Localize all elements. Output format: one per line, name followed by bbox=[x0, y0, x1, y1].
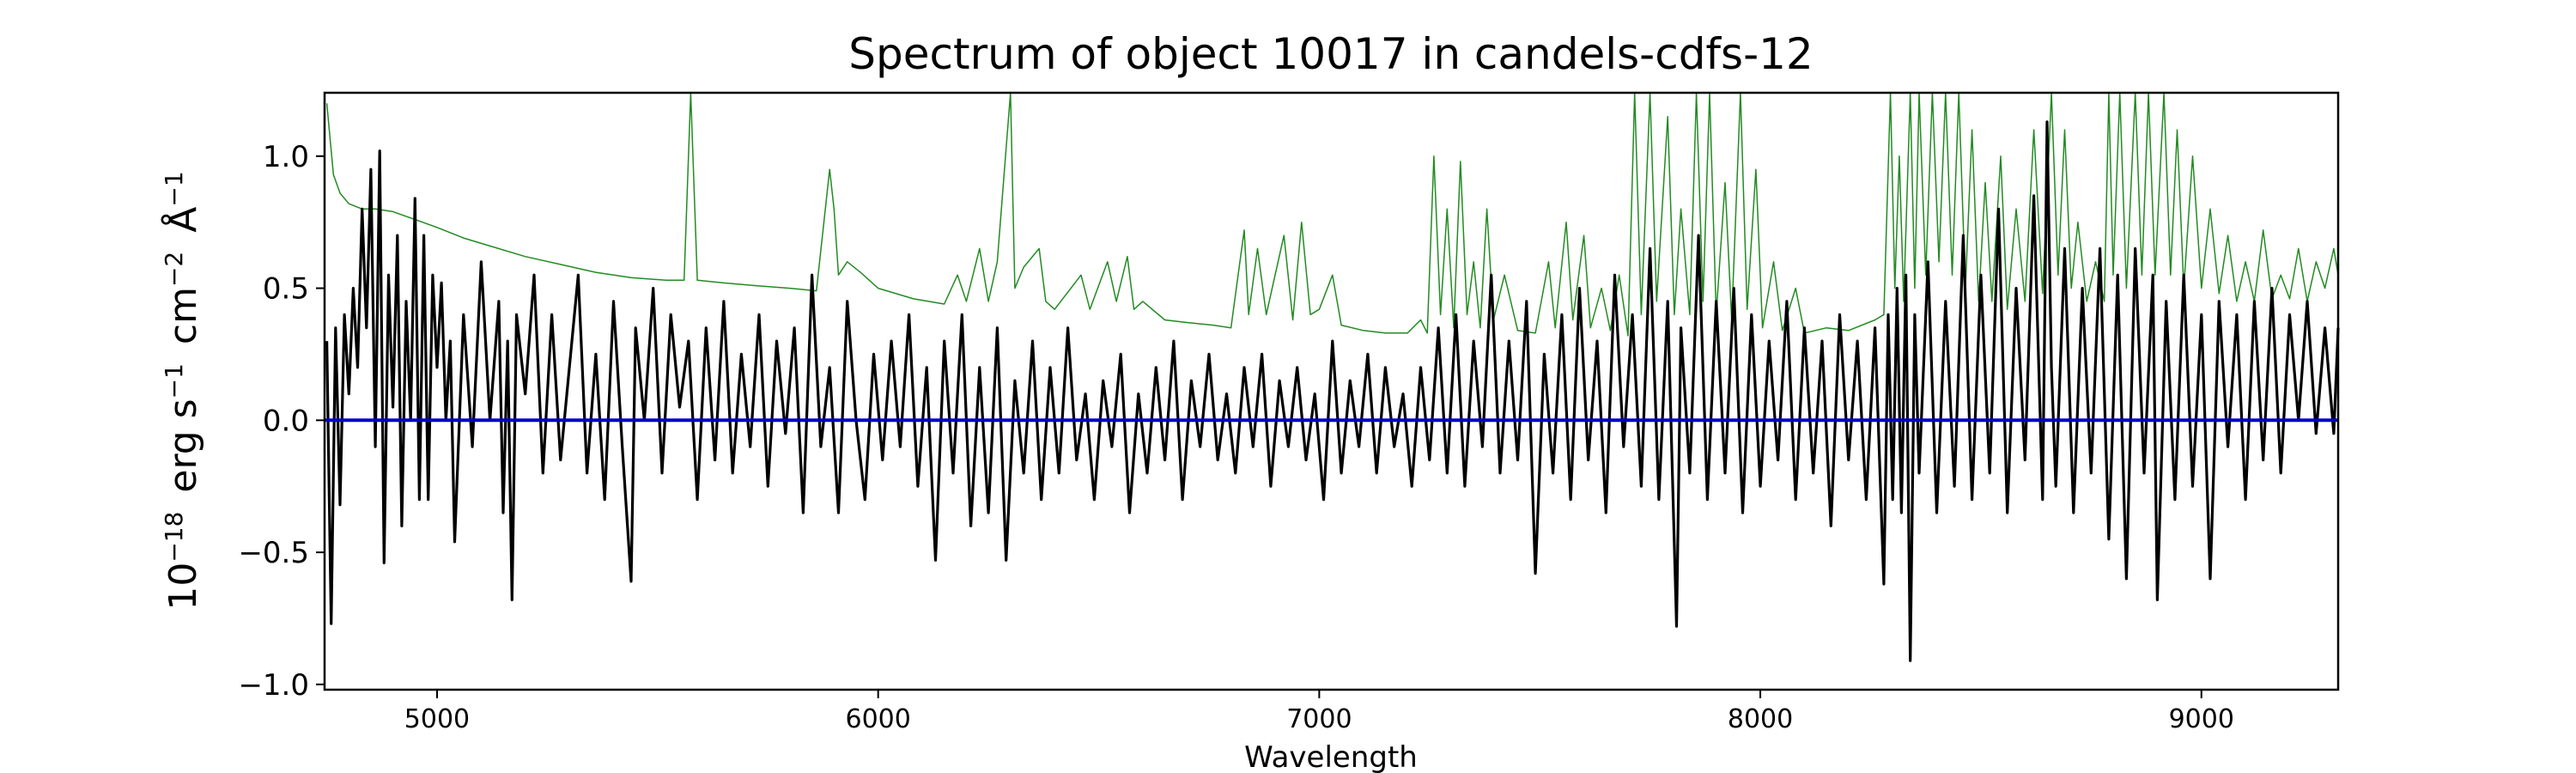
y-axis: −1.0 −0.5 0.0 0.5 1.0 bbox=[238, 140, 325, 703]
x-tick-label: 6000 bbox=[846, 704, 911, 734]
chart-title: Spectrum of object 10017 in candels-cdfs… bbox=[848, 29, 1814, 79]
y-tick-label: −0.5 bbox=[238, 536, 309, 570]
series-layer bbox=[325, 92, 2340, 662]
x-tick-label: 7000 bbox=[1286, 704, 1352, 734]
y-tick-label: 1.0 bbox=[263, 140, 309, 174]
x-tick-label: 9000 bbox=[2169, 704, 2234, 734]
y-axis-label: 10−18 erg s−1 cm−2 Å−1 bbox=[160, 171, 206, 610]
y-tick-label: 0.5 bbox=[263, 272, 309, 307]
series-line-flux bbox=[325, 120, 2340, 662]
y-tick-label: 0.0 bbox=[263, 404, 309, 438]
x-axis-label: Wavelength bbox=[1244, 740, 1418, 773]
plot-frame bbox=[323, 91, 2340, 691]
x-tick-label: 8000 bbox=[1728, 704, 1793, 734]
y-tick-label: −1.0 bbox=[238, 668, 309, 703]
plot-area bbox=[323, 91, 2340, 691]
x-tick-label: 5000 bbox=[404, 704, 470, 734]
x-axis: 5000 6000 7000 8000 9000 bbox=[404, 690, 2234, 734]
